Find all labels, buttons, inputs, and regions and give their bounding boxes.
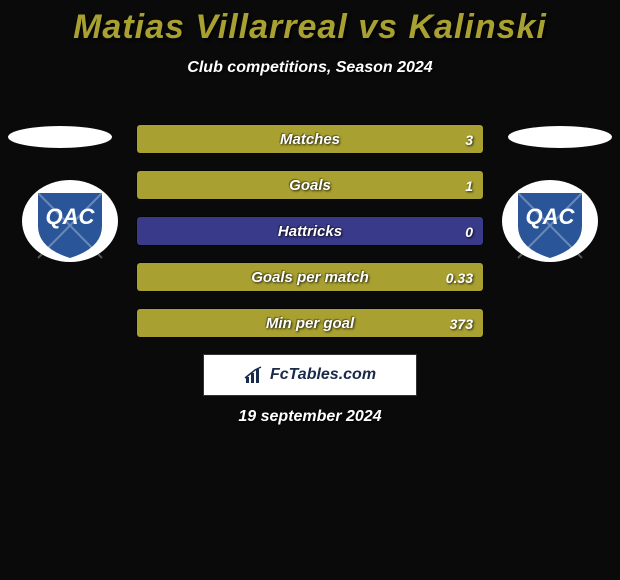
stat-value-player2: 1 xyxy=(465,171,473,200)
player2-photo-placeholder xyxy=(508,126,612,148)
site-logo[interactable]: FcTables.com xyxy=(203,354,417,396)
stat-label: Goals xyxy=(137,171,483,200)
stat-label: Min per goal xyxy=(137,309,483,338)
player1-club-badge: QAC xyxy=(20,178,120,264)
svg-text:QAC: QAC xyxy=(526,204,576,229)
subtitle: Club competitions, Season 2024 xyxy=(0,59,620,77)
stat-value-player2: 3 xyxy=(465,125,473,154)
svg-text:QAC: QAC xyxy=(46,204,96,229)
stats-container: Matches3Goals1Hattricks0Goals per match0… xyxy=(136,124,484,354)
stat-value-player2: 0 xyxy=(465,217,473,246)
stat-row: Goals1 xyxy=(136,170,484,200)
chart-icon xyxy=(244,365,266,385)
stat-row: Matches3 xyxy=(136,124,484,154)
stat-row: Min per goal373 xyxy=(136,308,484,338)
stat-label: Matches xyxy=(137,125,483,154)
site-logo-text: FcTables.com xyxy=(270,366,376,384)
stat-row: Goals per match0.33 xyxy=(136,262,484,292)
date-text: 19 september 2024 xyxy=(0,408,620,426)
stat-value-player2: 373 xyxy=(450,309,473,338)
stat-label: Goals per match xyxy=(137,263,483,292)
stat-label: Hattricks xyxy=(137,217,483,246)
stat-value-player2: 0.33 xyxy=(446,263,473,292)
stat-row: Hattricks0 xyxy=(136,216,484,246)
player2-club-badge: QAC xyxy=(500,178,600,264)
player1-photo-placeholder xyxy=(8,126,112,148)
page-title: Matias Villarreal vs Kalinski xyxy=(0,0,620,47)
